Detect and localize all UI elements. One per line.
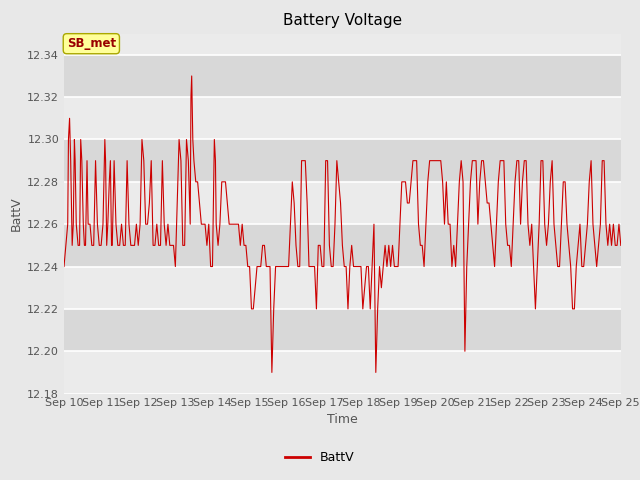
Legend: BattV: BattV xyxy=(280,446,360,469)
Text: SB_met: SB_met xyxy=(67,37,116,50)
Y-axis label: BattV: BattV xyxy=(10,196,23,231)
Bar xyxy=(64,266,621,309)
Bar xyxy=(64,182,621,224)
Bar xyxy=(64,351,621,394)
Bar xyxy=(64,97,621,140)
Bar xyxy=(64,309,621,351)
Title: Battery Voltage: Battery Voltage xyxy=(283,13,402,28)
Bar xyxy=(64,224,621,266)
X-axis label: Time: Time xyxy=(327,413,358,426)
Bar xyxy=(64,55,621,97)
Bar xyxy=(64,140,621,182)
